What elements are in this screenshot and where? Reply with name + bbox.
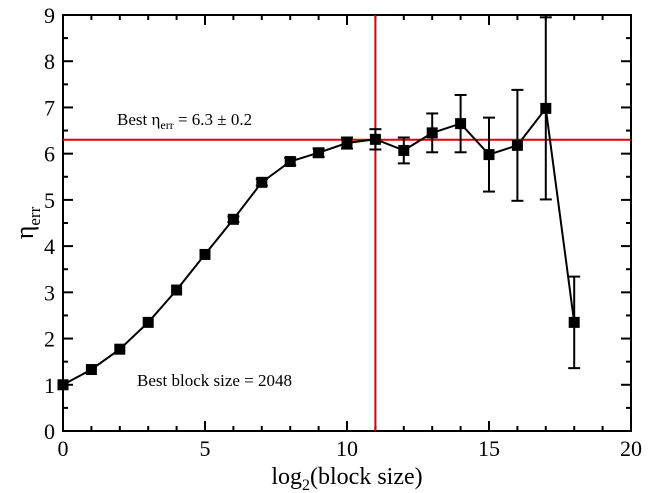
data-point xyxy=(398,144,410,156)
y-axis-label-sub: err xyxy=(25,206,44,225)
y-tick-label: 1 xyxy=(44,373,55,398)
x-tick-label: 10 xyxy=(336,436,358,461)
data-point xyxy=(199,248,211,260)
data-point xyxy=(568,316,580,328)
data-point xyxy=(540,102,552,114)
axis-ticks xyxy=(62,14,632,432)
best-eta-value: = 6.3 ± 0.2 xyxy=(174,110,252,129)
data-point xyxy=(171,284,183,296)
x-tick-label: 20 xyxy=(620,436,642,461)
y-tick-label: 0 xyxy=(44,419,55,444)
y-tick-label: 6 xyxy=(44,142,55,167)
data-point xyxy=(142,316,154,328)
y-tick-label: 5 xyxy=(44,188,55,213)
data-point xyxy=(511,139,523,151)
best-eta-prefix: Best η xyxy=(117,110,160,129)
y-tick-label: 9 xyxy=(44,3,55,28)
data-point xyxy=(256,176,268,188)
axis-tick-labels: 0 5 10 15 20 0 1 2 3 4 5 6 7 8 9 xyxy=(44,3,642,461)
x-tick-label: 0 xyxy=(58,436,69,461)
y-tick-label: 3 xyxy=(44,280,55,305)
y-tick-label: 7 xyxy=(44,95,55,120)
y-tick-label: 4 xyxy=(44,234,55,259)
data-point xyxy=(483,149,495,161)
x-axis-label: log2(block size) xyxy=(271,464,422,493)
y-axis-label-main: η xyxy=(10,226,39,240)
y-axis-label: ηerr xyxy=(10,206,44,239)
data-point xyxy=(114,343,126,355)
data-point xyxy=(426,127,438,139)
best-block-annotation: Best block size = 2048 xyxy=(137,371,292,390)
data-point xyxy=(313,147,325,159)
data-point xyxy=(369,133,381,145)
data-point xyxy=(341,137,353,149)
best-eta-annotation: Best ηerr = 6.3 ± 0.2 xyxy=(117,110,252,132)
x-tick-label: 5 xyxy=(200,436,211,461)
data-point xyxy=(85,364,97,376)
best-eta-sub: err xyxy=(160,118,173,132)
x-tick-label: 15 xyxy=(478,436,500,461)
x-axis-label-tail: (block size) xyxy=(310,464,423,490)
data-point xyxy=(284,156,296,168)
series-markers xyxy=(57,102,580,391)
data-point xyxy=(455,118,467,130)
x-axis-label-sub: 2 xyxy=(302,477,310,493)
error-bars xyxy=(227,16,581,370)
data-point xyxy=(227,213,239,225)
data-point xyxy=(57,379,69,391)
y-tick-label: 2 xyxy=(44,327,55,352)
x-axis-label-main: log xyxy=(271,464,302,490)
y-tick-label: 8 xyxy=(44,49,55,74)
